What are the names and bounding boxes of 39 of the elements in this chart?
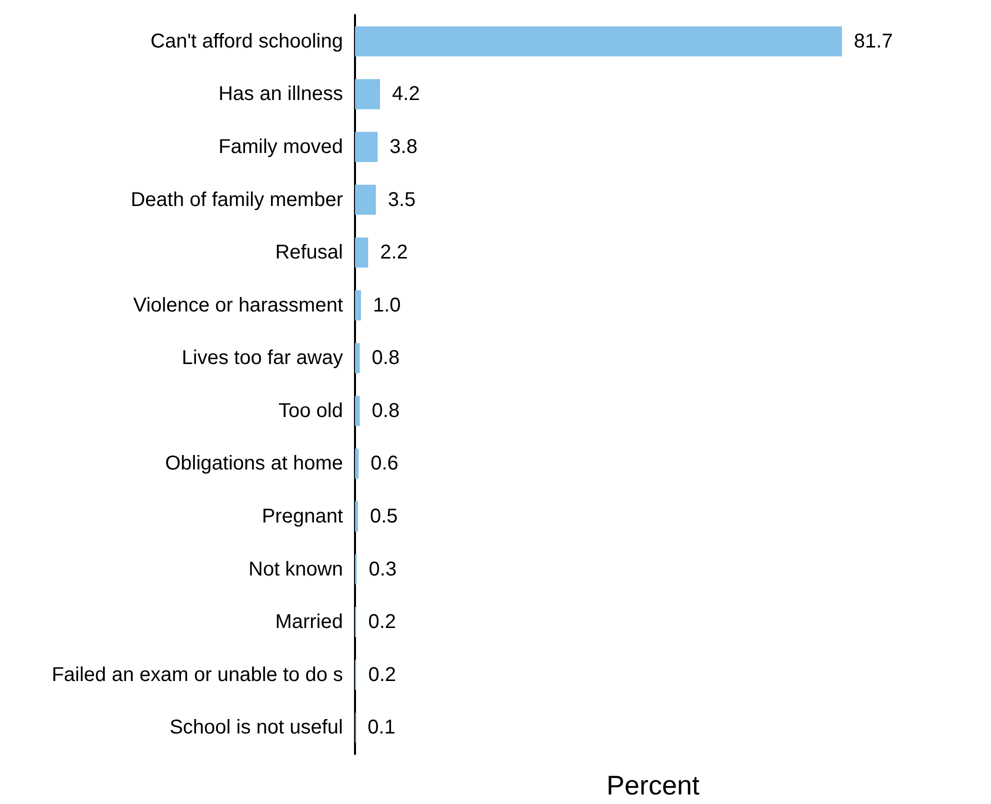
y-tick-label: Has an illness [218, 83, 343, 106]
y-tick-label: Too old [278, 400, 343, 422]
y-tick-label: Obligations at home [165, 452, 343, 475]
data-label: 0.8 [372, 347, 400, 370]
bar [355, 448, 359, 479]
y-tick-label: Family moved [218, 136, 343, 158]
data-label: 0.1 [368, 716, 396, 739]
bar [355, 501, 358, 532]
bar [355, 132, 378, 162]
y-tick-label: Not known [248, 558, 343, 580]
bar [355, 290, 361, 320]
data-label: 3.5 [388, 188, 416, 211]
x-axis-title: Percent [606, 770, 700, 800]
y-tick-label: Can't afford schooling [150, 30, 343, 52]
y-tick-label: Failed an exam or unable to do s [52, 664, 343, 686]
bar [355, 79, 380, 110]
data-label: 0.2 [368, 664, 396, 686]
data-label: 1.0 [372, 294, 401, 316]
data-label: 3.8 [390, 136, 418, 158]
bar [355, 396, 360, 426]
bar [355, 237, 368, 268]
y-tick-label: Violence or harassment [133, 294, 344, 316]
data-label: 0.3 [368, 558, 397, 580]
y-tick-label: Married [275, 611, 343, 634]
y-tick-label: Refusal [275, 242, 343, 264]
bar [355, 26, 842, 56]
y-tick-label: Death of family member [130, 188, 344, 211]
data-label: 2.2 [380, 242, 408, 264]
bar [355, 184, 376, 215]
data-label: 0.2 [368, 611, 396, 634]
data-label: 0.6 [370, 452, 398, 475]
data-label: 0.5 [370, 505, 398, 528]
y-tick-label: Pregnant [262, 505, 344, 528]
bar [355, 343, 360, 374]
y-tick-label: School is not useful [170, 716, 343, 739]
y-tick-label: Lives too far away [182, 347, 343, 370]
data-label: 0.8 [372, 400, 400, 422]
data-label: 81.7 [854, 30, 893, 52]
data-label: 4.2 [392, 83, 420, 106]
